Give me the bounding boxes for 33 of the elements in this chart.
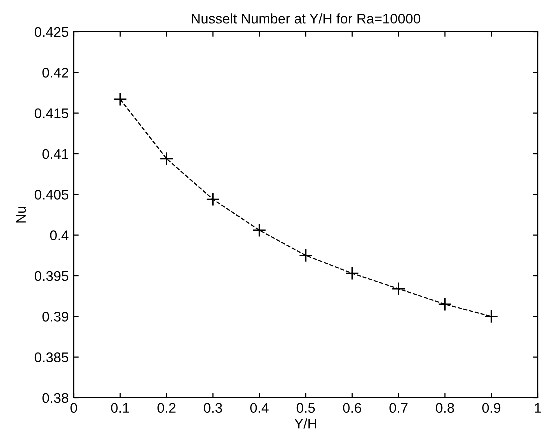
y-tick-label: 0.42 [42,68,68,78]
x-tick-label: 0.2 [158,403,176,414]
y-tick-label: 0.4 [50,230,69,241]
point [206,192,220,206]
chart-title: Nusselt Number at Y/H for Ra=10000 [192,14,421,24]
x-tick-label: 0 [70,403,78,414]
point [345,266,360,281]
x-tick-label: 0.1 [111,403,130,414]
y-axis-title: Nu [16,207,26,223]
y-tick-label: 0.395 [34,271,69,282]
x-tick-label: 0.4 [250,403,269,414]
y-tick-label: 0.385 [34,352,69,363]
x-tick-label: 0.9 [482,403,501,414]
point [438,298,452,312]
x-tick-label: 0.5 [296,403,316,414]
point [113,92,128,106]
x-tick-label: 0.3 [204,403,222,414]
point [299,248,313,263]
point [252,224,267,238]
point [484,310,499,324]
x-tick-label: 1 [535,403,542,413]
point [392,282,406,296]
point [160,152,174,166]
x-tick-label: 0.7 [390,403,408,414]
y-tick-label: 0.415 [34,108,69,119]
x-tick-label: 0.8 [436,403,454,414]
x-tick-label: 0.6 [343,403,362,414]
y-tick-label: 0.39 [42,312,68,322]
x-axis-title: Y/H [294,418,316,429]
y-tick-label: 0.405 [34,190,69,200]
y-tick-label: 0.41 [42,149,68,160]
y-tick-label: 0.38 [42,393,69,404]
y-tick-label: 0.425 [34,27,69,38]
